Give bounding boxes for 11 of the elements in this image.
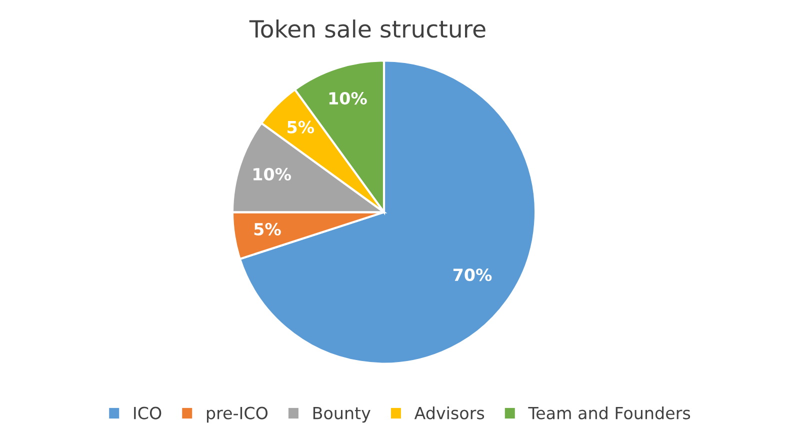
legend-label: pre-ICO <box>206 406 268 423</box>
legend-label: Team and Founders <box>528 406 690 420</box>
data-label: 70% <box>453 268 492 282</box>
legend-label: Advisors <box>414 406 484 420</box>
data-label: 10% <box>329 92 367 105</box>
legend-label: ICO <box>134 406 162 420</box>
legend-label: Bounty <box>313 406 370 423</box>
data-label: 5% <box>254 222 281 236</box>
data-label: 10% <box>254 168 291 180</box>
data-label: 5% <box>288 120 314 134</box>
chart-title: Token sale structure <box>249 20 486 38</box>
